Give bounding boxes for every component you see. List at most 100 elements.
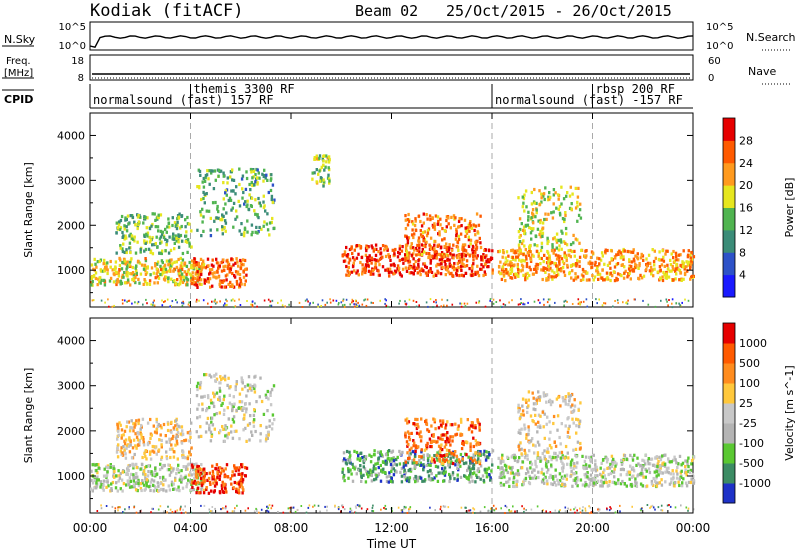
echo-cell <box>196 299 198 301</box>
echo-cell <box>652 248 654 251</box>
echo-cell <box>431 216 433 219</box>
echo-cell <box>416 301 418 303</box>
echo-cell <box>654 480 656 483</box>
echo-cell <box>212 392 214 395</box>
echo-cell <box>233 179 235 182</box>
echo-cell <box>215 179 217 182</box>
echo-cell <box>550 403 552 406</box>
echo-cell <box>238 473 240 476</box>
echo-cell <box>200 463 202 466</box>
echo-cell <box>397 255 399 258</box>
echo-cell <box>256 306 258 308</box>
echo-cell <box>175 511 177 513</box>
echo-cell <box>231 474 233 477</box>
echo-cell <box>176 488 178 491</box>
echo-cell <box>126 265 128 268</box>
echo-cell <box>282 304 284 306</box>
echo-cell <box>223 197 225 200</box>
echo-cell <box>133 483 135 486</box>
echo-cell <box>131 234 133 237</box>
echo-cell <box>413 442 415 445</box>
echo-cell <box>518 244 520 247</box>
echo-cell <box>452 304 454 306</box>
echo-cell <box>357 269 359 272</box>
echo-cell <box>438 230 440 233</box>
echo-cell <box>486 472 488 475</box>
echo-cell <box>252 301 254 303</box>
echo-cell <box>357 302 359 304</box>
echo-cell <box>486 455 488 458</box>
echo-cell <box>103 279 105 282</box>
echo-cell <box>151 266 153 269</box>
echo-cell <box>510 249 512 252</box>
echo-cell <box>572 449 574 452</box>
echo-cell <box>361 256 363 259</box>
echo-cell <box>344 306 346 308</box>
echo-cell <box>186 283 188 286</box>
echo-cell <box>488 453 490 456</box>
echo-cell <box>542 227 544 230</box>
echo-cell <box>430 298 432 300</box>
echo-cell <box>522 196 524 199</box>
echo-cell <box>343 253 345 256</box>
echo-cell <box>446 420 448 423</box>
echo-cell <box>429 507 431 509</box>
echo-cell <box>364 459 366 462</box>
echo-cell <box>129 242 131 245</box>
echo-cell <box>226 436 228 439</box>
echo-cell <box>584 460 586 463</box>
echo-cell <box>399 245 401 248</box>
echo-cell <box>149 283 151 286</box>
echo-cell <box>160 252 162 255</box>
echo-cell <box>183 302 185 304</box>
echo-cell <box>518 473 520 476</box>
echo-cell <box>544 198 546 201</box>
echo-cell <box>203 471 205 474</box>
echo-cell <box>684 459 686 462</box>
echo-cell <box>129 429 131 432</box>
echo-cell <box>387 306 389 308</box>
echo-cell <box>429 469 431 472</box>
echo-cell <box>214 276 216 279</box>
echo-cell <box>107 298 109 300</box>
echo-cell <box>208 406 210 409</box>
echo-cell <box>317 306 319 308</box>
echo-cell <box>251 224 253 227</box>
echo-cell <box>251 434 253 437</box>
echo-cell <box>675 272 677 275</box>
echo-cell <box>124 260 126 263</box>
echo-cell <box>517 469 519 472</box>
echo-cell <box>196 284 198 287</box>
echo-cell <box>410 271 412 274</box>
echo-cell <box>348 261 350 264</box>
echo-cell <box>461 507 463 509</box>
echo-cell <box>435 274 437 277</box>
echo-cell <box>155 242 157 245</box>
echo-cell <box>174 479 176 482</box>
echo-cell <box>444 229 446 232</box>
echo-cell <box>611 455 613 458</box>
echo-cell <box>210 399 212 402</box>
echo-cell <box>353 269 355 272</box>
echo-cell <box>564 274 566 277</box>
echo-cell <box>122 234 124 237</box>
echo-cell <box>131 419 133 422</box>
echo-cell <box>174 424 176 427</box>
echo-cell <box>226 384 228 387</box>
echo-cell <box>622 255 624 258</box>
echo-cell <box>201 220 203 223</box>
echo-cell <box>517 196 519 199</box>
echo-cell <box>168 252 170 255</box>
echo-cell <box>516 460 518 463</box>
echo-cell <box>548 438 550 441</box>
echo-cell <box>316 168 318 171</box>
colorbar-swatch <box>723 208 735 231</box>
echo-cell <box>578 265 580 268</box>
echo-cell <box>343 475 345 478</box>
echo-cell <box>153 489 155 492</box>
echo-cell <box>137 422 139 425</box>
echo-cell <box>143 470 145 473</box>
echo-cell <box>414 464 416 467</box>
echo-cell <box>110 277 112 280</box>
echo-cell <box>545 279 547 282</box>
